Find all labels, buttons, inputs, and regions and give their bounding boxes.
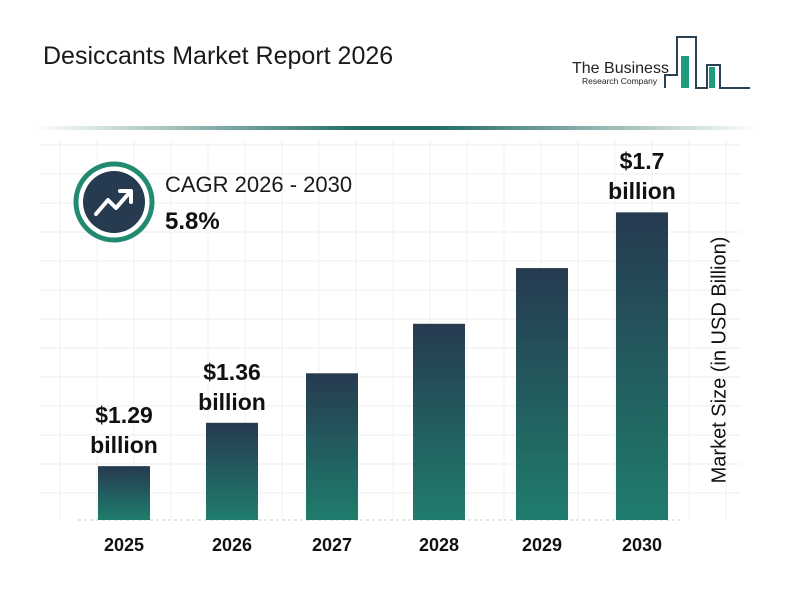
data-label-value: $1.29 bbox=[95, 402, 153, 429]
logo-text-line1: The Business bbox=[572, 60, 669, 77]
bar-2025 bbox=[98, 466, 150, 520]
data-label: $1.36 billion bbox=[172, 357, 292, 417]
bar-2026 bbox=[206, 422, 258, 520]
bar-2028 bbox=[413, 323, 465, 520]
data-label-value: $1.36 bbox=[203, 358, 261, 385]
company-logo: The Business Research Company bbox=[572, 36, 750, 89]
x-tick-label: 2030 bbox=[621, 535, 663, 555]
data-label: $1.7 billion bbox=[582, 146, 702, 206]
data-label-unit: billion bbox=[608, 178, 676, 205]
cagr-label: CAGR 2026 - 2030 bbox=[165, 172, 353, 197]
bar-2027 bbox=[306, 373, 358, 520]
x-tick-label: 2028 bbox=[418, 535, 460, 555]
logo-text-line2: Research Company bbox=[582, 76, 658, 86]
x-tick-label: 2025 bbox=[103, 535, 145, 555]
cagr-badge bbox=[72, 160, 156, 244]
cagr-value: 5.8% bbox=[165, 208, 220, 235]
divider bbox=[35, 126, 760, 130]
data-label-value: $1.7 bbox=[619, 148, 665, 175]
data-label: $1.29 billion bbox=[64, 400, 184, 460]
x-tick-label: 2027 bbox=[311, 535, 353, 555]
bar-2030 bbox=[616, 212, 668, 520]
y-axis-label: Market Size (in USD Billion) bbox=[708, 236, 731, 484]
data-label-unit: billion bbox=[90, 432, 158, 459]
page-title: Desiccants Market Report 2026 bbox=[43, 42, 394, 70]
trend-up-icon bbox=[73, 161, 155, 243]
data-label-unit: billion bbox=[198, 388, 266, 415]
x-tick-label: 2026 bbox=[211, 535, 253, 555]
bar-2029 bbox=[516, 268, 568, 520]
x-tick-label: 2029 bbox=[521, 535, 563, 555]
